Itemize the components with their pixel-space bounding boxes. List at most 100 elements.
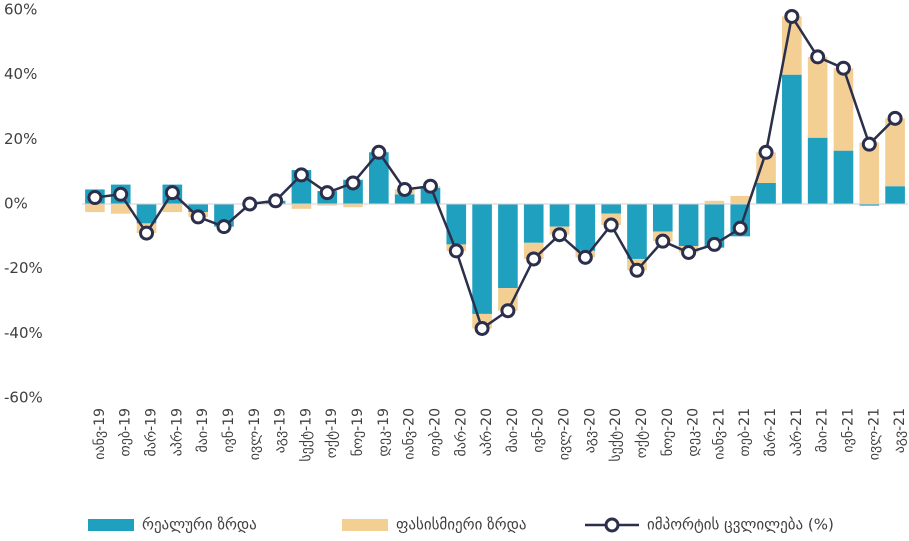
bar: [704, 204, 725, 248]
x-tick-label: თებ-20: [427, 408, 443, 456]
bar: [188, 204, 208, 213]
x-tick-label: მაი-21: [815, 408, 831, 453]
y-tick-label: 60%: [4, 1, 37, 19]
x-tick-label: დეკ-19: [376, 408, 392, 457]
line-marker: [319, 185, 335, 201]
legend-swatch: [342, 519, 388, 531]
bar: [782, 16, 802, 75]
line-marker: [448, 243, 464, 259]
bar: [885, 118, 905, 187]
x-tick-label: თებ-19: [118, 408, 134, 456]
line-marker: [190, 209, 206, 225]
line-marker: [113, 186, 129, 202]
line-marker: [758, 144, 774, 160]
line-marker: [87, 190, 103, 206]
line-marker: [861, 136, 877, 152]
bar: [885, 186, 905, 204]
bar: [110, 204, 131, 214]
line-marker: [345, 175, 361, 191]
x-tick-label: ივნ-20: [531, 408, 547, 453]
line-marker: [242, 196, 258, 212]
y-tick-label: -40%: [4, 324, 43, 342]
line-marker: [474, 320, 490, 336]
line-marker: [784, 8, 800, 24]
bar: [601, 204, 621, 214]
x-tick-label: სექტ-20: [608, 408, 624, 462]
bar: [704, 200, 725, 204]
x-tick-label: ივლ-20: [557, 408, 573, 460]
line-marker: [397, 181, 413, 197]
bar: [369, 152, 389, 204]
line-marker: [164, 185, 180, 201]
legend-swatch: [88, 519, 134, 531]
line-marker: [371, 144, 387, 160]
bar: [756, 152, 776, 183]
x-tick-label: ივლ-19: [247, 408, 263, 460]
line-marker: [500, 303, 516, 319]
line-marker: [577, 249, 593, 265]
line-marker: [216, 219, 232, 235]
bar: [678, 204, 699, 247]
x-tick-label: მარ-20: [452, 408, 469, 456]
x-tick-label: აპრ-20: [478, 408, 495, 456]
x-tick-label: მარ-19: [143, 408, 160, 456]
line-marker: [526, 251, 542, 267]
line-marker: [732, 220, 748, 236]
x-tick-label: აპრ-19: [168, 408, 185, 456]
x-tick-label: აპრ-21: [788, 408, 805, 456]
bar: [472, 204, 492, 314]
x-tick-label: ოქტ-19: [324, 408, 340, 458]
line-marker: [603, 217, 619, 233]
bar: [652, 204, 673, 232]
legend-label: რეალური ზრდა: [142, 516, 257, 534]
x-tick-label: იანვ-19: [92, 408, 108, 460]
bar: [756, 182, 776, 204]
legend-swatch: [604, 517, 620, 533]
bar: [446, 204, 467, 245]
bar: [317, 204, 338, 206]
bar: [782, 74, 802, 205]
bar: [549, 204, 570, 227]
legend-label: ფასისმიერი ზრდა: [396, 516, 526, 534]
bar: [291, 204, 312, 209]
line-marker: [293, 167, 309, 183]
line-marker: [268, 193, 284, 209]
x-tick-label: მაი-19: [195, 408, 211, 453]
bar: [833, 68, 854, 151]
bar: [807, 56, 828, 138]
line-marker: [552, 227, 568, 243]
x-tick-label: ოქტ-20: [634, 408, 650, 458]
y-tick-label: 0%: [4, 195, 28, 213]
x-tick-label: აგვ-21: [892, 408, 908, 453]
x-tick-label: დეკ-20: [686, 408, 702, 457]
line-marker: [655, 233, 671, 249]
y-tick-label: -20%: [4, 259, 43, 277]
line-marker: [706, 236, 722, 252]
bar: [162, 204, 183, 213]
bar: [807, 137, 828, 204]
x-tick-label: მარ-21: [762, 408, 779, 456]
x-tick-label: ივლ-21: [866, 408, 882, 460]
x-tick-label: იანვ-20: [402, 408, 418, 460]
x-tick-label: აგვ-19: [273, 408, 289, 453]
bar: [85, 204, 105, 213]
line-marker: [139, 225, 155, 241]
bar: [498, 204, 518, 289]
bar: [859, 204, 880, 206]
bar: [136, 204, 157, 224]
line-marker: [835, 60, 851, 76]
y-tick-label: 20%: [4, 130, 37, 148]
x-tick-label: აგვ-20: [582, 408, 598, 453]
bar: [730, 195, 751, 204]
x-tick-label: მაი-20: [505, 408, 521, 453]
line-marker: [422, 178, 438, 194]
y-tick-label: 40%: [4, 65, 37, 83]
legend-label: იმპორტის ცვლილება (%): [647, 516, 834, 534]
x-tick-label: იანვ-21: [711, 408, 727, 460]
x-tick-label: ნოე-19: [350, 408, 366, 456]
x-tick-label: ნოე-20: [660, 408, 676, 456]
line-marker: [681, 245, 697, 260]
y-tick-label: -60%: [4, 389, 43, 407]
bar: [394, 194, 415, 204]
line-marker: [887, 110, 903, 126]
